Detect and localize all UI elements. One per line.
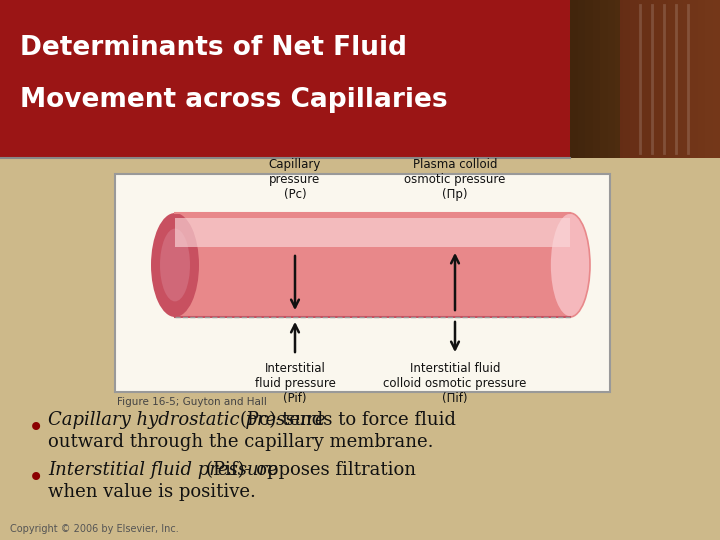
- Bar: [615, 0, 623, 158]
- Bar: [652, 0, 660, 158]
- Text: Movement across Capillaries: Movement across Capillaries: [20, 87, 448, 113]
- Bar: [683, 0, 690, 158]
- Bar: [600, 0, 608, 158]
- Bar: [705, 0, 713, 158]
- Ellipse shape: [160, 228, 190, 301]
- Text: Capillary
pressure
(Pc): Capillary pressure (Pc): [269, 158, 321, 201]
- Text: Copyright © 2006 by Elsevier, Inc.: Copyright © 2006 by Elsevier, Inc.: [10, 524, 179, 534]
- Text: when value is positive.: when value is positive.: [48, 483, 256, 501]
- Text: Interstitial fluid pressure: Interstitial fluid pressure: [48, 461, 284, 479]
- Text: •: •: [28, 414, 44, 442]
- Bar: [115, 174, 610, 392]
- Text: Capillary hydrostatic pressure: Capillary hydrostatic pressure: [48, 411, 331, 429]
- Bar: [690, 0, 698, 158]
- Bar: [593, 0, 600, 158]
- Text: outward through the capillary membrane.: outward through the capillary membrane.: [48, 433, 433, 451]
- Bar: [623, 0, 630, 158]
- Text: Interstitial fluid
colloid osmotic pressure
(Πif): Interstitial fluid colloid osmotic press…: [383, 362, 527, 405]
- Text: •: •: [28, 464, 44, 492]
- Text: Determinants of Net Fluid: Determinants of Net Fluid: [20, 35, 407, 61]
- Text: Plasma colloid
osmotic pressure
(Πp): Plasma colloid osmotic pressure (Πp): [405, 158, 505, 201]
- Text: (Pif)- opposes filtration: (Pif)- opposes filtration: [206, 461, 416, 479]
- Bar: [713, 0, 720, 158]
- Text: Figure 16-5; Guyton and Hall: Figure 16-5; Guyton and Hall: [117, 397, 267, 407]
- Bar: [570, 0, 577, 158]
- Bar: [667, 0, 675, 158]
- Bar: [175, 218, 570, 247]
- Bar: [608, 0, 615, 158]
- Bar: [175, 213, 570, 317]
- Ellipse shape: [550, 213, 590, 317]
- Bar: [698, 0, 705, 158]
- Bar: [630, 0, 637, 158]
- Text: (Pc)-tends to force fluid: (Pc)-tends to force fluid: [240, 411, 456, 429]
- Bar: [645, 0, 652, 158]
- Bar: [585, 0, 593, 158]
- Bar: [637, 0, 645, 158]
- Ellipse shape: [151, 213, 199, 317]
- Bar: [577, 0, 585, 158]
- Bar: [660, 0, 667, 158]
- Text: Interstitial
fluid pressure
(Pif): Interstitial fluid pressure (Pif): [255, 362, 336, 405]
- Bar: [620, 0, 720, 158]
- Bar: [0, 0, 720, 158]
- Bar: [675, 0, 683, 158]
